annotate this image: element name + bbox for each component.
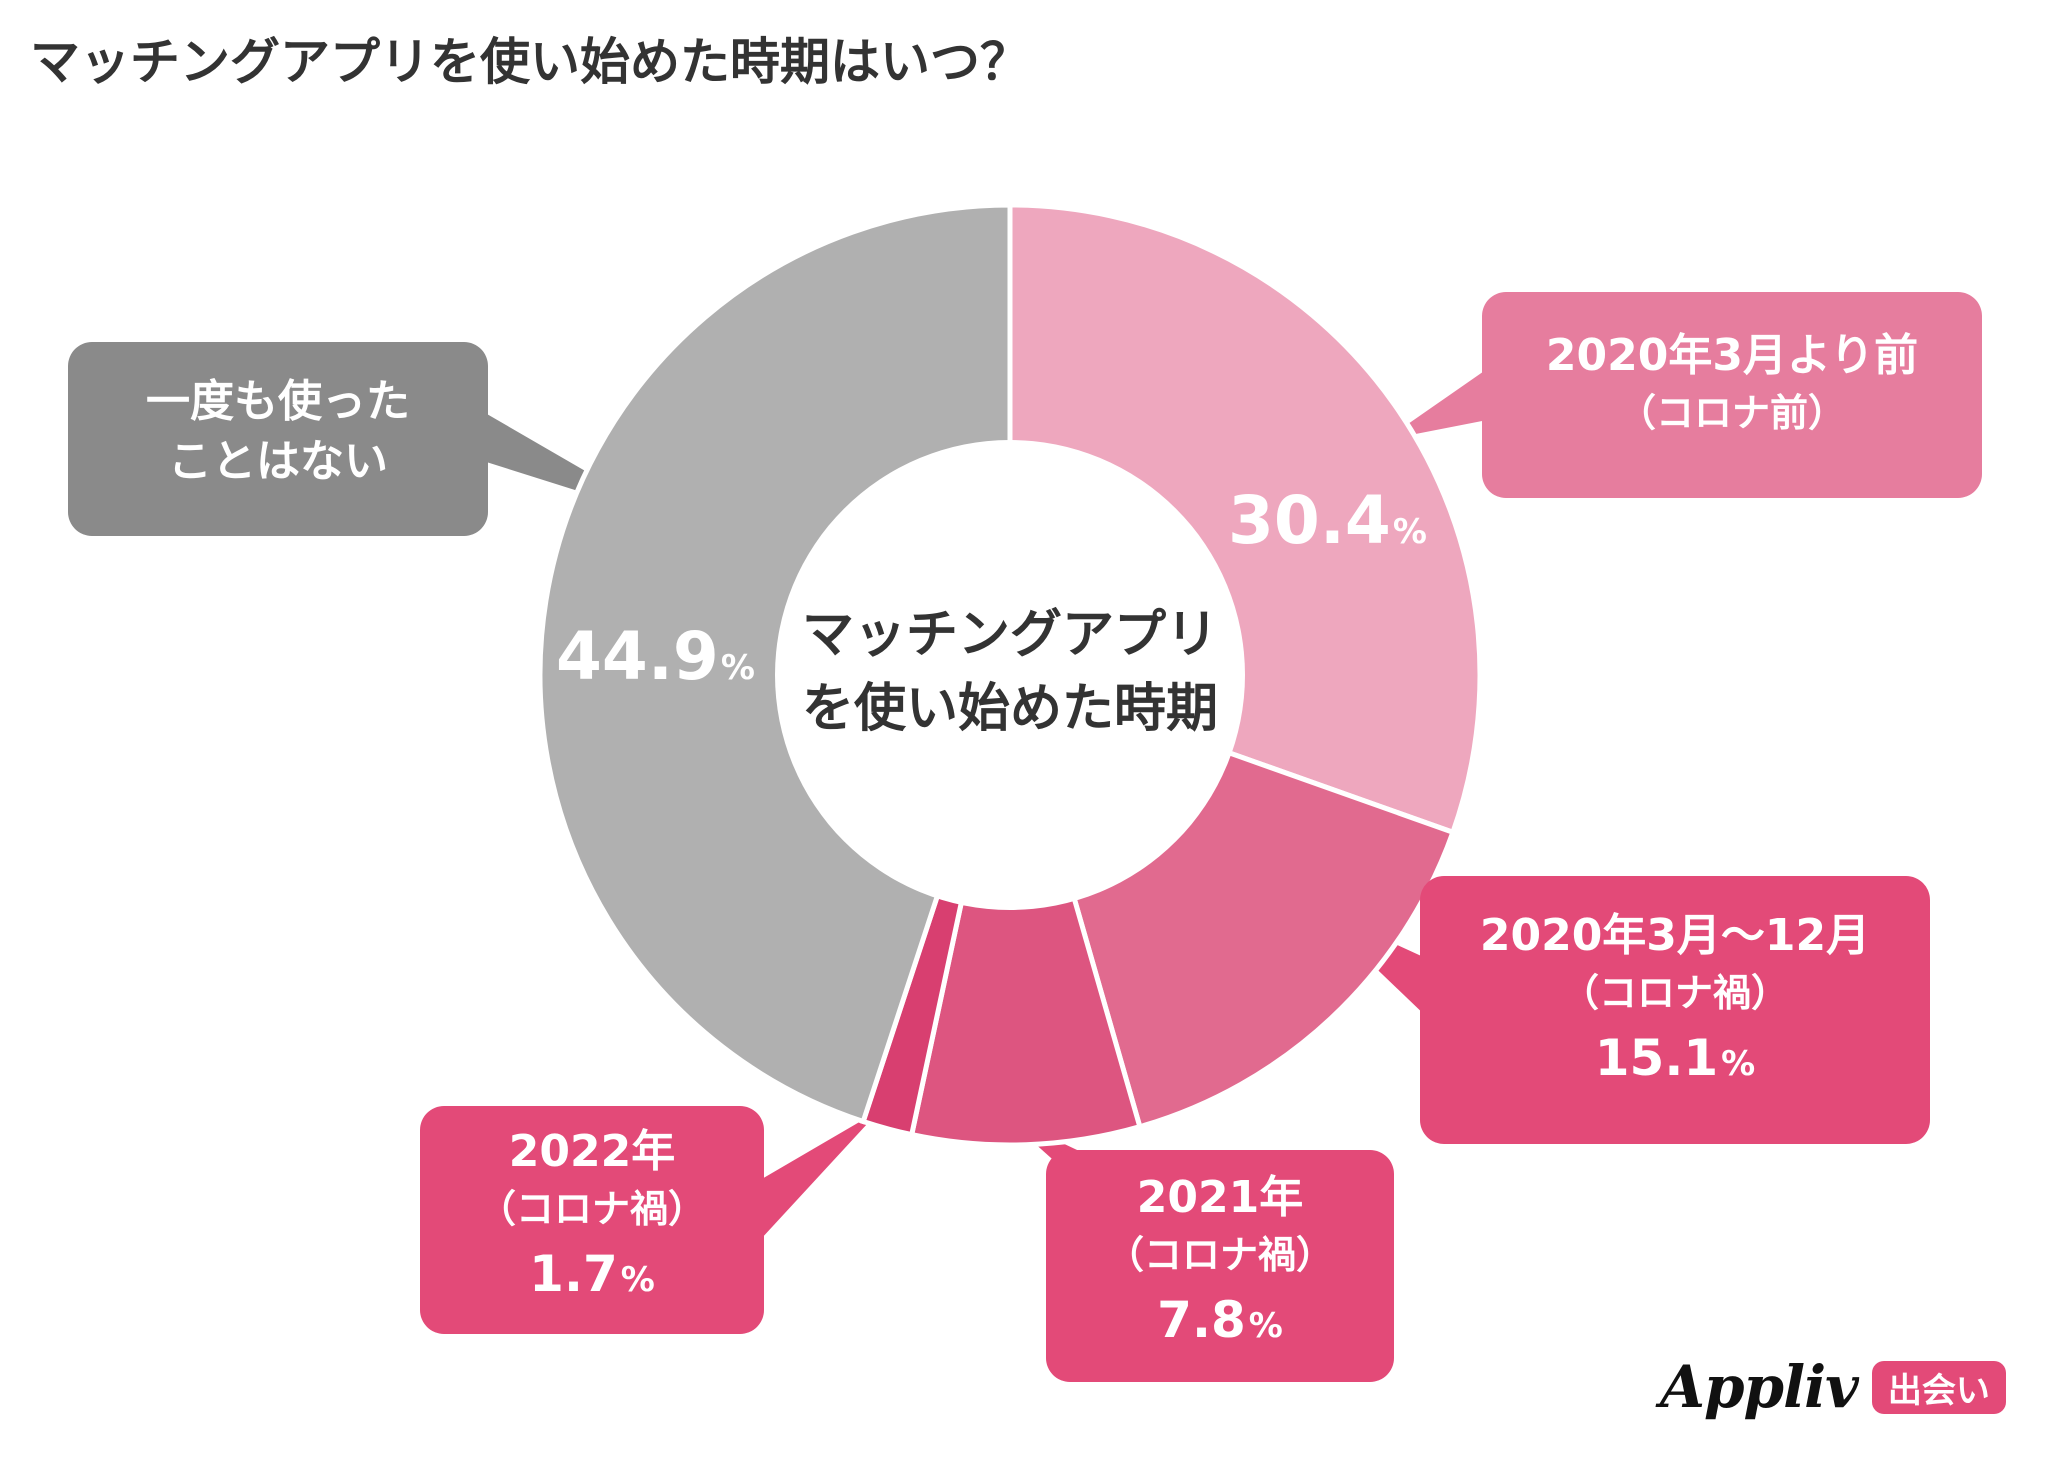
slice-label-never: 44.9%	[556, 618, 755, 695]
callout-value: 7.8%	[1046, 1282, 1394, 1364]
callout-before-pandemic: 2020年3月より前 （コロナ前）	[1482, 292, 1982, 498]
donut-slice-4	[537, 202, 1013, 1125]
donut-hole	[775, 440, 1245, 910]
logo-wordmark: Appliv	[1660, 1353, 1859, 1421]
callout-title: 2021年	[1136, 1172, 1304, 1223]
callout-never-used: 一度も使った ことはない	[68, 342, 488, 536]
callout-subtitle: （コロナ禍）	[1105, 1233, 1334, 1277]
callout-value: 15.1%	[1420, 1020, 1930, 1102]
center-label-line2: を使い始めた時期	[801, 679, 1218, 739]
callout-subtitle: （コロナ禍）	[477, 1187, 706, 1231]
callout-unit: %	[1721, 1044, 1756, 1084]
callout-title: 一度も使った	[146, 376, 410, 427]
donut-slice-2	[908, 674, 1143, 1148]
callout-unit: %	[620, 1260, 655, 1300]
callout-value: 1.7%	[420, 1236, 764, 1318]
callout-number: 15.1	[1594, 1029, 1719, 1087]
center-label: マッチングアプリ を使い始めた時期	[780, 598, 1240, 746]
callout-2020: 2020年3月〜12月 （コロナ禍） 15.1%	[1420, 876, 1930, 1144]
pointer-2022	[760, 1110, 880, 1240]
slice-unit: %	[1392, 512, 1427, 552]
slice-value: 44.9	[556, 618, 719, 695]
callout-title: 2022年	[508, 1126, 676, 1177]
callout-2022: 2022年 （コロナ禍） 1.7%	[420, 1106, 764, 1334]
callout-2021: 2021年 （コロナ禍） 7.8%	[1046, 1150, 1394, 1382]
chart-title: マッチングアプリを使い始めた時期はいつ？	[30, 33, 1030, 91]
appliv-logo: Appliv 出会い	[1660, 1353, 2006, 1421]
slice-value: 30.4	[1228, 482, 1391, 559]
callout-number: 7.8	[1157, 1291, 1246, 1349]
callout-number: 1.7	[529, 1245, 618, 1303]
callout-subtitle: （コロナ前）	[1617, 391, 1846, 435]
slice-label-before: 30.4%	[1228, 482, 1427, 559]
callout-title: 2020年3月より前	[1545, 330, 1919, 381]
callout-subtitle: ことはない	[168, 436, 388, 487]
slice-unit: %	[720, 648, 755, 688]
center-label-line1: マッチングアプリ	[801, 605, 1218, 665]
logo-badge: 出会い	[1871, 1360, 2006, 1414]
callout-subtitle: （コロナ禍）	[1560, 971, 1789, 1015]
callout-unit: %	[1248, 1306, 1283, 1346]
callout-title: 2020年3月〜12月	[1479, 910, 1871, 961]
